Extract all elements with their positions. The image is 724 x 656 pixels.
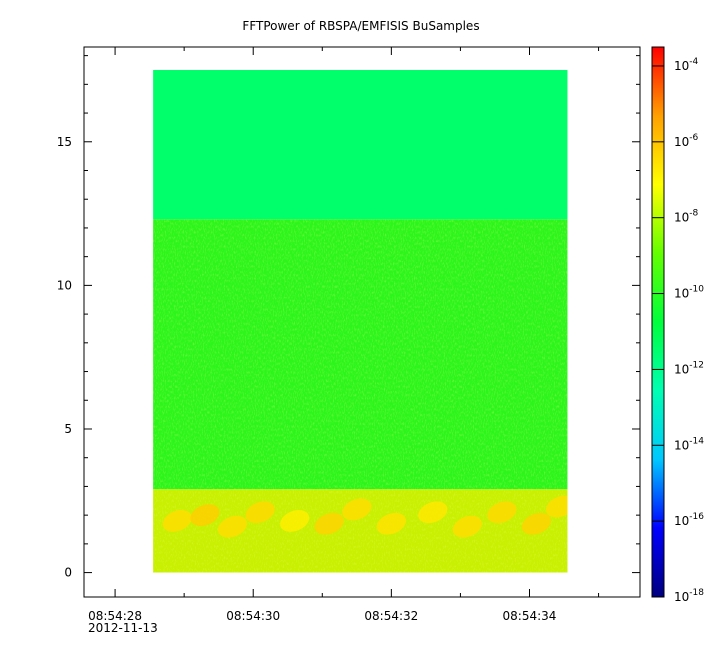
spectrogram-heatmap xyxy=(153,69,568,573)
burst-mark-0 xyxy=(162,509,192,532)
y-axis: 0 5 10 15 xyxy=(57,55,640,580)
colorbar-tick-label: 10-6 xyxy=(674,133,699,149)
y-tick-label: 0 xyxy=(64,566,72,580)
heatmap-band-0 xyxy=(153,69,568,220)
burst-mark-10 xyxy=(487,501,517,524)
chart-title: FFTPower of RBSPA/EMFISIS BuSamples xyxy=(242,19,479,33)
burst-mark-3 xyxy=(245,501,275,524)
burst-mark-2 xyxy=(217,515,248,538)
colorbar-tick-label: 10-12 xyxy=(674,360,704,376)
burst-mark-4 xyxy=(280,509,310,532)
x-tick-label: 08:54:28 xyxy=(88,609,142,623)
colorbar-scale xyxy=(651,46,665,598)
burst-mark-7 xyxy=(376,512,406,535)
burst-mark-6 xyxy=(342,498,372,521)
burst-mark-8 xyxy=(418,501,448,524)
burst-mark-11 xyxy=(521,512,551,535)
x-tick-label: 08:54:32 xyxy=(364,609,418,623)
x-axis: 08:54:28 08:54:30 08:54:32 08:54:34 xyxy=(88,47,600,623)
burst-mark-5 xyxy=(314,512,344,535)
colorbar-tick-label: 10-16 xyxy=(674,512,704,528)
y-tick-label: 5 xyxy=(64,422,72,436)
colorbar-tick-label: 10-8 xyxy=(674,209,699,225)
colorbar-tick-label: 10-14 xyxy=(674,436,704,452)
x-axis-date-label: 2012-11-13 xyxy=(88,621,158,635)
y-tick-label: 10 xyxy=(57,278,72,292)
x-tick-label: 08:54:34 xyxy=(503,609,557,623)
burst-mark-9 xyxy=(452,515,482,538)
x-tick-label: 08:54:30 xyxy=(226,609,280,623)
burst-mark-1 xyxy=(190,504,220,527)
burst-mark-12 xyxy=(545,495,568,518)
colorbar: 10-4 10-6 10-8 10-10 10-12 10-14 10-16 10-18 xyxy=(651,46,704,604)
y-tick-label: 15 xyxy=(57,135,72,149)
colorbar-tick-label: 10-4 xyxy=(674,57,699,73)
colorbar-tick-label: 10-10 xyxy=(674,285,704,301)
colorbar-tick-label: 10-18 xyxy=(674,588,704,604)
